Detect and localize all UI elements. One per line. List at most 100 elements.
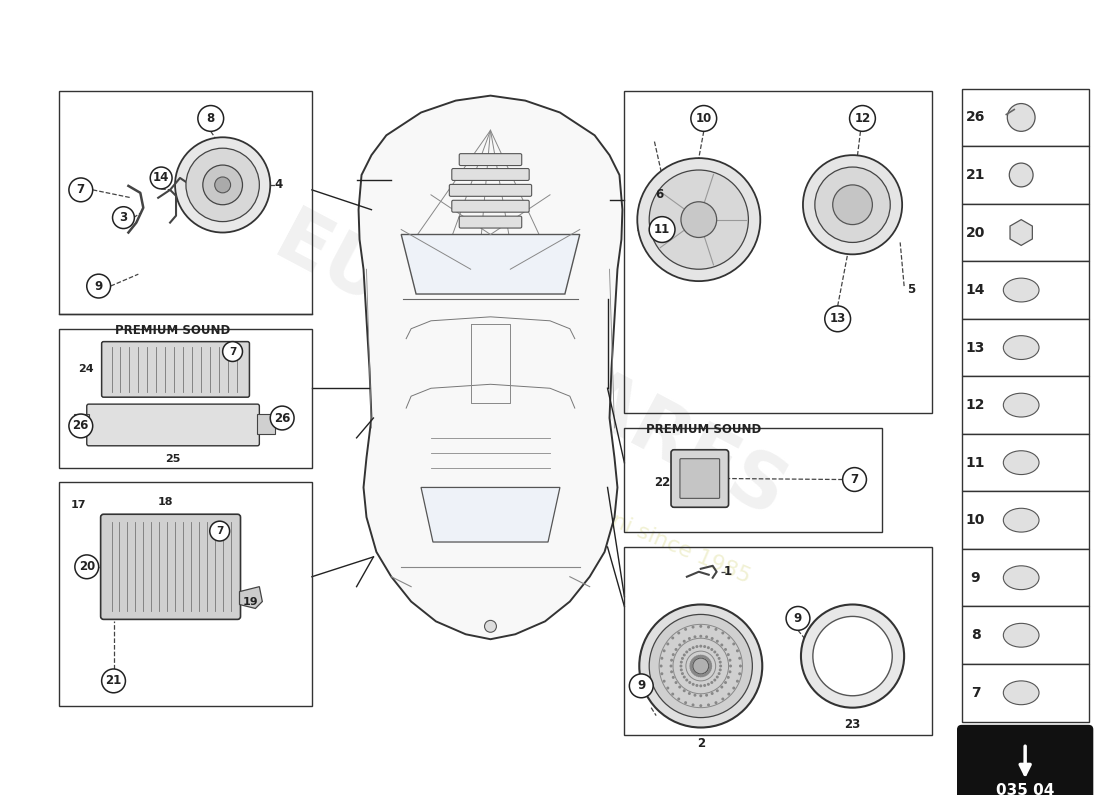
Circle shape — [727, 693, 730, 695]
Bar — [961, 204, 1089, 262]
Circle shape — [674, 681, 678, 684]
Bar — [961, 434, 1089, 491]
Circle shape — [724, 648, 727, 651]
Text: 14: 14 — [153, 171, 169, 185]
Circle shape — [692, 626, 694, 629]
Circle shape — [717, 672, 720, 675]
Circle shape — [716, 654, 718, 657]
Circle shape — [694, 656, 696, 659]
Circle shape — [186, 148, 260, 222]
Bar — [961, 491, 1089, 549]
Text: 26: 26 — [73, 419, 89, 433]
Circle shape — [690, 662, 693, 666]
Polygon shape — [240, 586, 262, 609]
Circle shape — [202, 165, 242, 205]
Text: 22: 22 — [654, 476, 670, 489]
Circle shape — [1010, 163, 1033, 187]
Bar — [961, 664, 1089, 722]
Bar — [961, 146, 1089, 204]
Text: 23: 23 — [845, 718, 860, 730]
Circle shape — [736, 680, 739, 682]
Circle shape — [736, 650, 739, 652]
Text: 13: 13 — [829, 312, 846, 326]
Ellipse shape — [1003, 508, 1040, 532]
Text: PREMIUM SOUND: PREMIUM SOUND — [116, 324, 230, 337]
Circle shape — [727, 653, 729, 656]
Text: 25: 25 — [165, 454, 180, 464]
Circle shape — [484, 620, 496, 632]
Bar — [59, 90, 312, 314]
Circle shape — [222, 342, 242, 362]
Circle shape — [713, 650, 716, 654]
Circle shape — [695, 684, 698, 687]
Text: 10: 10 — [966, 513, 986, 527]
Bar — [59, 482, 312, 706]
Circle shape — [701, 674, 704, 678]
Text: 8: 8 — [207, 112, 215, 125]
Circle shape — [707, 646, 710, 649]
Circle shape — [69, 414, 92, 438]
Circle shape — [708, 668, 712, 671]
Circle shape — [728, 670, 732, 674]
Circle shape — [691, 670, 694, 673]
Circle shape — [660, 657, 663, 660]
Circle shape — [728, 658, 732, 662]
Circle shape — [683, 654, 685, 657]
Circle shape — [691, 659, 694, 662]
Circle shape — [700, 704, 702, 707]
Text: 7: 7 — [970, 686, 980, 700]
Text: 7: 7 — [216, 526, 223, 536]
Circle shape — [683, 690, 685, 692]
Circle shape — [69, 178, 92, 202]
Circle shape — [703, 645, 706, 648]
Bar — [961, 549, 1089, 606]
Circle shape — [718, 661, 722, 664]
Polygon shape — [359, 96, 623, 639]
Circle shape — [660, 672, 663, 675]
Text: 3: 3 — [120, 211, 128, 224]
Circle shape — [692, 658, 695, 661]
Circle shape — [718, 668, 722, 671]
Circle shape — [801, 605, 904, 708]
Circle shape — [683, 675, 685, 678]
Circle shape — [700, 684, 702, 687]
Bar — [74, 414, 89, 434]
Circle shape — [706, 658, 710, 661]
Circle shape — [727, 637, 730, 639]
FancyBboxPatch shape — [87, 404, 260, 446]
Text: EUROSPARES: EUROSPARES — [263, 202, 798, 534]
Circle shape — [711, 681, 713, 684]
Circle shape — [670, 658, 673, 662]
Circle shape — [700, 694, 702, 698]
Circle shape — [707, 626, 710, 629]
Circle shape — [703, 655, 706, 658]
Circle shape — [679, 686, 681, 689]
Text: 035 04: 035 04 — [996, 782, 1054, 798]
Circle shape — [690, 666, 693, 670]
Circle shape — [112, 206, 134, 229]
Circle shape — [703, 684, 706, 687]
Circle shape — [705, 694, 708, 697]
Circle shape — [843, 468, 867, 491]
Text: 4: 4 — [274, 178, 283, 191]
Circle shape — [733, 686, 735, 690]
Bar — [961, 606, 1089, 664]
FancyBboxPatch shape — [100, 514, 241, 619]
Circle shape — [710, 666, 712, 670]
FancyBboxPatch shape — [452, 169, 529, 181]
Circle shape — [739, 665, 741, 667]
FancyBboxPatch shape — [459, 216, 521, 228]
Circle shape — [690, 668, 693, 671]
Circle shape — [815, 167, 890, 242]
Bar — [961, 89, 1089, 146]
Circle shape — [711, 637, 714, 640]
Circle shape — [680, 665, 682, 667]
Circle shape — [691, 106, 717, 131]
Text: 26: 26 — [274, 411, 290, 425]
Circle shape — [701, 654, 704, 658]
Text: 7: 7 — [229, 346, 236, 357]
Circle shape — [700, 645, 702, 648]
FancyBboxPatch shape — [459, 154, 521, 166]
Circle shape — [683, 640, 685, 642]
Circle shape — [689, 648, 691, 651]
